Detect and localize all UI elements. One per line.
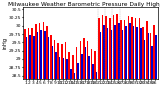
Bar	[136, 27, 138, 79]
Bar	[88, 56, 90, 79]
Bar	[103, 25, 105, 79]
Bar	[37, 32, 38, 79]
Bar	[81, 54, 83, 79]
Bar	[92, 64, 94, 79]
Bar	[29, 35, 31, 79]
Bar	[74, 73, 75, 79]
Bar	[146, 21, 148, 79]
Bar	[39, 23, 40, 79]
Bar	[52, 46, 53, 79]
Bar	[96, 72, 97, 79]
Bar	[91, 49, 92, 79]
Bar	[70, 69, 72, 79]
Bar	[83, 38, 85, 79]
Bar	[35, 24, 37, 79]
Bar	[155, 35, 156, 79]
Bar	[87, 41, 88, 79]
Bar	[48, 37, 49, 79]
Bar	[63, 58, 64, 79]
Bar	[55, 52, 57, 79]
Bar	[76, 47, 77, 79]
Bar	[122, 30, 123, 79]
Bar	[148, 33, 149, 79]
Bar	[65, 42, 66, 79]
Bar	[100, 32, 101, 79]
Bar	[113, 15, 114, 79]
Bar	[140, 28, 142, 79]
Bar	[28, 28, 29, 79]
Bar	[66, 59, 68, 79]
Bar	[111, 30, 112, 79]
Bar	[98, 18, 100, 79]
Bar	[68, 52, 70, 79]
Bar	[120, 20, 122, 79]
Bar	[131, 17, 133, 79]
Bar	[129, 23, 131, 79]
Bar	[102, 15, 103, 79]
Bar	[57, 43, 59, 79]
Bar	[114, 25, 116, 79]
Bar	[33, 36, 35, 79]
Bar	[105, 16, 107, 79]
Bar	[125, 26, 127, 79]
Bar	[128, 16, 129, 79]
Bar	[107, 28, 108, 79]
Bar	[139, 18, 140, 79]
Bar	[24, 29, 26, 79]
Bar	[133, 26, 134, 79]
Bar	[85, 47, 86, 79]
Bar	[26, 37, 27, 79]
Bar	[61, 44, 63, 79]
Bar	[40, 30, 42, 79]
Bar	[94, 51, 96, 79]
Bar	[135, 18, 136, 79]
Bar	[50, 35, 52, 79]
Bar	[43, 22, 44, 79]
Bar	[59, 57, 60, 79]
Bar	[150, 33, 151, 79]
Bar	[80, 41, 81, 79]
Bar	[118, 23, 120, 79]
Bar	[151, 46, 153, 79]
Bar	[144, 40, 145, 79]
Bar	[72, 55, 74, 79]
Bar	[44, 31, 46, 79]
Bar	[77, 63, 79, 79]
Y-axis label: inHg: inHg	[2, 37, 7, 49]
Bar	[54, 40, 55, 79]
Bar	[32, 28, 33, 79]
Title: Milwaukee Weather Barometric Pressure Daily High/Low: Milwaukee Weather Barometric Pressure Da…	[8, 2, 160, 7]
Bar	[46, 26, 48, 79]
Bar	[142, 27, 144, 79]
Bar	[109, 18, 111, 79]
Bar	[124, 20, 125, 79]
Bar	[116, 14, 118, 79]
Bar	[153, 25, 155, 79]
